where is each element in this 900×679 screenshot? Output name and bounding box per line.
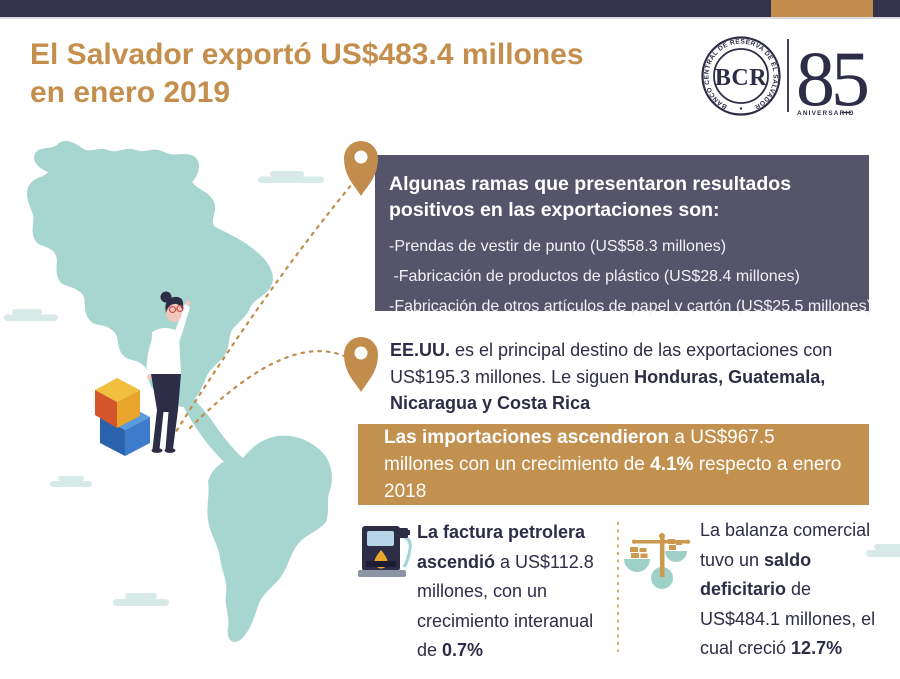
cloud-icon — [113, 593, 169, 606]
list-item: -Fabricación de otros artículos de papel… — [389, 298, 872, 315]
bcr-logo: BANCO CENTRAL DE RESERVA DE EL SALVADOR … — [698, 34, 878, 122]
cloud-decorations — [4, 171, 900, 606]
list-item: -Prendas de vestir de punto (US$58.3 mil… — [389, 238, 727, 255]
americas-map — [26, 141, 332, 643]
top-gold-accent — [771, 0, 873, 17]
imports-text: Las importaciones ascendieron a US$967.5… — [384, 427, 842, 502]
bcr-seal-logo: BANCO CENTRAL DE RESERVA DE EL SALVADOR … — [701, 35, 871, 122]
bcr-monogram: BCR — [715, 65, 767, 91]
top-navy-bar — [0, 0, 900, 17]
anniversary-label: ANIVERSARIO — [797, 110, 855, 117]
branches-list: -Prendas de vestir de punto (US$58.3 mil… — [389, 232, 872, 322]
page-title: El Salvador exportó US$483.4 millones en… — [30, 36, 680, 112]
oil-bill-paragraph: La factura petrolera ascendió a US$112.8… — [417, 522, 594, 660]
imports-box: Las importaciones ascendieron a US$967.5… — [358, 424, 869, 505]
destination-paragraph: EE.UU. es el principal destino de las ex… — [390, 340, 833, 413]
export-branches-box: Algunas ramas que presentaron resultados… — [375, 155, 872, 315]
trade-balance-paragraph: La balanza comercial tuvo un saldo defic… — [700, 520, 876, 658]
cloud-icon — [866, 544, 900, 557]
list-item: -Fabricación de productos de plástico (U… — [389, 268, 800, 285]
person-illustration — [146, 291, 191, 453]
anniversary-number: 85 — [796, 35, 867, 122]
dotted-route-north — [170, 182, 354, 440]
export-cubes — [95, 378, 150, 456]
cloud-icon — [4, 309, 58, 321]
header-divider — [0, 17, 900, 19]
cloud-icon — [50, 476, 92, 487]
cloud-icon — [258, 171, 324, 183]
page-title-line1: El Salvador exportó US$483.4 millones — [30, 38, 584, 71]
branches-heading: Algunas ramas que presentaron resultados… — [389, 173, 792, 221]
dotted-route-south — [188, 350, 354, 430]
page-title-line2: en enero 2019 — [30, 76, 231, 109]
